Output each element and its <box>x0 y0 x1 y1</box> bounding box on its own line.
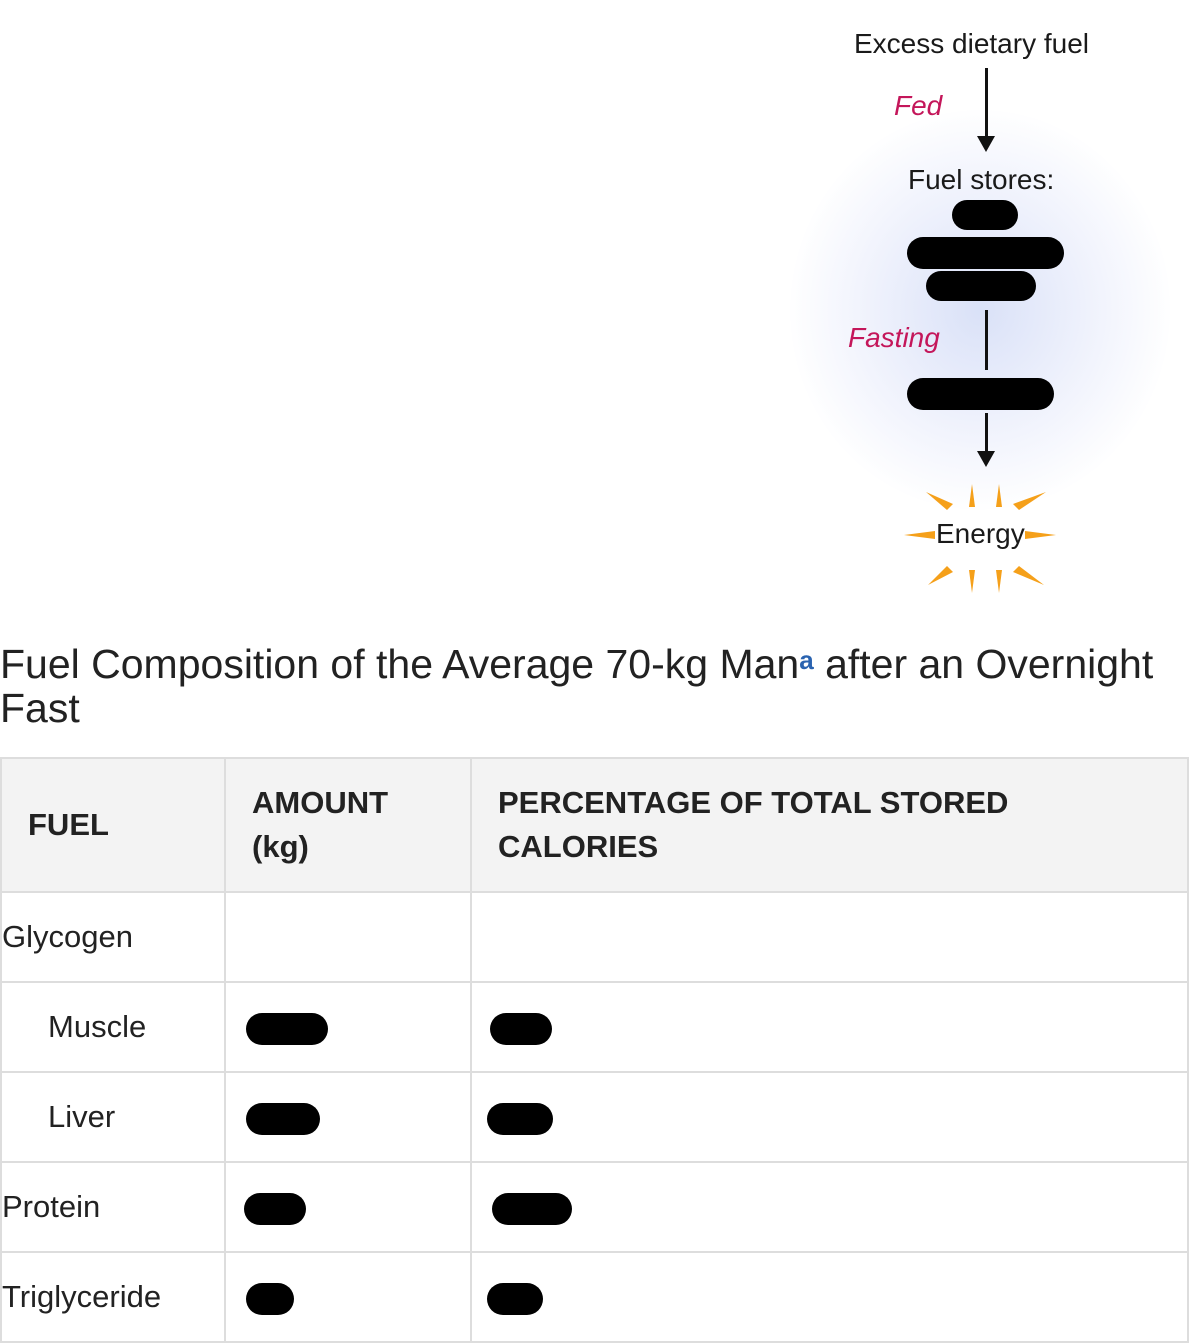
redacted-store-2 <box>907 237 1064 269</box>
row-triglyceride-amount <box>224 1251 472 1343</box>
row-muscle-percentage <box>470 981 1189 1073</box>
fuel-stores-label: Fuel stores: <box>908 164 1055 195</box>
redacted-store-3 <box>926 271 1036 301</box>
row-protein-percentage <box>470 1161 1189 1253</box>
redacted-value <box>487 1282 543 1315</box>
row-protein-amount <box>224 1161 472 1253</box>
header-amount: AMOUNT (kg) <box>224 757 472 893</box>
row-triglyceride-fuel: Triglyceride <box>0 1251 226 1343</box>
title-text-before: Fuel Composition of the Average 70-kg Ma… <box>0 641 800 687</box>
row-triglyceride-percentage <box>470 1251 1189 1343</box>
table-title: Fuel Composition of the Average 70-kg Ma… <box>0 642 1190 730</box>
row-muscle-amount <box>224 981 472 1073</box>
row-glycogen-fuel: Glycogen <box>0 891 226 983</box>
fuel-stores-glow <box>790 110 1170 510</box>
fuel-flow-diagram: Excess dietary fuel Fed Fuel stores: Fas… <box>780 0 1190 620</box>
excess-dietary-fuel-label: Excess dietary fuel <box>854 28 1089 59</box>
fuel-composition-table: FUEL AMOUNT (kg) PERCENTAGE OF TOTAL STO… <box>0 757 1189 1343</box>
redacted-store-1 <box>952 200 1018 230</box>
header-fuel: FUEL <box>0 757 226 893</box>
redacted-fasting-fuel <box>907 378 1054 410</box>
fed-arrow-head <box>977 136 995 152</box>
redacted-value <box>246 1102 320 1135</box>
redacted-value <box>246 1282 294 1315</box>
row-liver-percentage <box>470 1071 1189 1163</box>
fed-label: Fed <box>894 90 943 121</box>
title-text-after: after an Overnight Fast <box>0 641 1154 731</box>
row-muscle-fuel: Muscle <box>0 981 226 1073</box>
header-percentage: PERCENTAGE OF TOTAL STORED CALORIES <box>470 757 1189 893</box>
redacted-value <box>487 1102 553 1135</box>
table-row: Triglyceride <box>0 1251 1189 1343</box>
energy-label: Energy <box>936 518 1025 549</box>
redacted-value <box>492 1192 572 1225</box>
energy-arrow-head <box>977 451 995 467</box>
redacted-value <box>244 1192 306 1225</box>
row-glycogen-percentage <box>470 891 1189 983</box>
row-protein-fuel: Protein <box>0 1161 226 1253</box>
table-row: Protein <box>0 1161 1189 1253</box>
row-liver-fuel: Liver <box>0 1071 226 1163</box>
row-glycogen-amount <box>224 891 472 983</box>
title-footnote-link[interactable]: a <box>799 645 814 675</box>
energy-burst-icon <box>904 484 1056 593</box>
table-row: Glycogen <box>0 891 1189 983</box>
table-row: Muscle <box>0 981 1189 1073</box>
fed-arrow-line <box>985 68 988 138</box>
redacted-value <box>246 1012 328 1045</box>
row-liver-amount <box>224 1071 472 1163</box>
table-header-row: FUEL AMOUNT (kg) PERCENTAGE OF TOTAL STO… <box>0 757 1189 893</box>
fasting-line <box>985 310 988 370</box>
redacted-value <box>490 1012 552 1045</box>
energy-arrow-line <box>985 413 988 453</box>
fasting-label: Fasting <box>848 322 940 353</box>
table-row: Liver <box>0 1071 1189 1163</box>
